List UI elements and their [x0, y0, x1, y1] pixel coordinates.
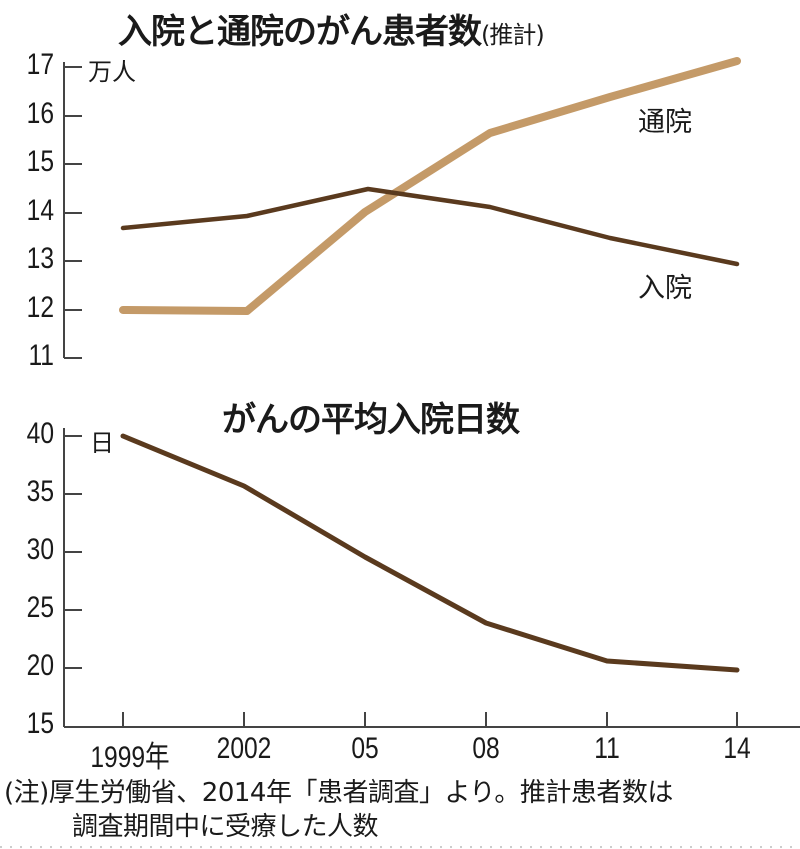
top-y-tick-16: 16 — [26, 97, 54, 130]
top-y-axis — [63, 62, 82, 359]
top-chart-title-suffix: (推計) — [481, 21, 545, 49]
source-note-line-2: 調査期間中に受療した人数 — [72, 812, 379, 842]
bottom-y-tick-30: 30 — [26, 533, 54, 566]
x-tick-11: 11 — [594, 732, 620, 765]
bottom-y-tick-40: 40 — [26, 417, 54, 450]
avg-days-line — [120, 433, 740, 673]
outpatient-line — [119, 57, 741, 315]
top-y-tick-15: 15 — [26, 145, 54, 178]
top-chart-title-text: 入院と通院のがん患者数 — [118, 12, 482, 52]
bottom-axes — [63, 428, 800, 728]
top-chart-title: 入院と通院のがん患者数(推計) — [118, 4, 545, 53]
bottom-y-tick-15: 15 — [26, 707, 54, 740]
top-y-tick-13: 13 — [26, 242, 54, 275]
inpatient-series-label: 入院 — [638, 273, 692, 304]
top-y-tick-14: 14 — [26, 194, 54, 227]
x-tick-2002: 2002 — [216, 732, 272, 765]
x-tick-08: 08 — [472, 732, 500, 765]
x-tick-14: 14 — [723, 732, 751, 765]
top-y-tick-17: 17 — [26, 48, 54, 81]
bottom-y-tick-35: 35 — [26, 475, 54, 508]
inpatient-line — [120, 186, 740, 267]
outpatient-series-label: 通院 — [638, 107, 692, 138]
top-y-tick-11: 11 — [28, 339, 54, 372]
bottom-unit-label: 日 — [90, 429, 114, 457]
top-unit-label: 万人 — [88, 58, 136, 86]
bottom-y-tick-25: 25 — [26, 591, 54, 624]
x-tick-05: 05 — [351, 732, 379, 765]
source-note-line-1: (注)厚生労働省、2014年「患者調査」より。推計患者数は — [4, 778, 673, 808]
bottom-y-tick-20: 20 — [26, 649, 54, 682]
top-y-tick-12: 12 — [26, 291, 54, 324]
source-note: (注)厚生労働省、2014年「患者調査」より。推計患者数は 調査期間中に受療した… — [4, 776, 673, 844]
bottom-chart-title: がんの平均入院日数 — [222, 400, 520, 440]
x-tick-1999: 1999年 — [90, 741, 170, 774]
